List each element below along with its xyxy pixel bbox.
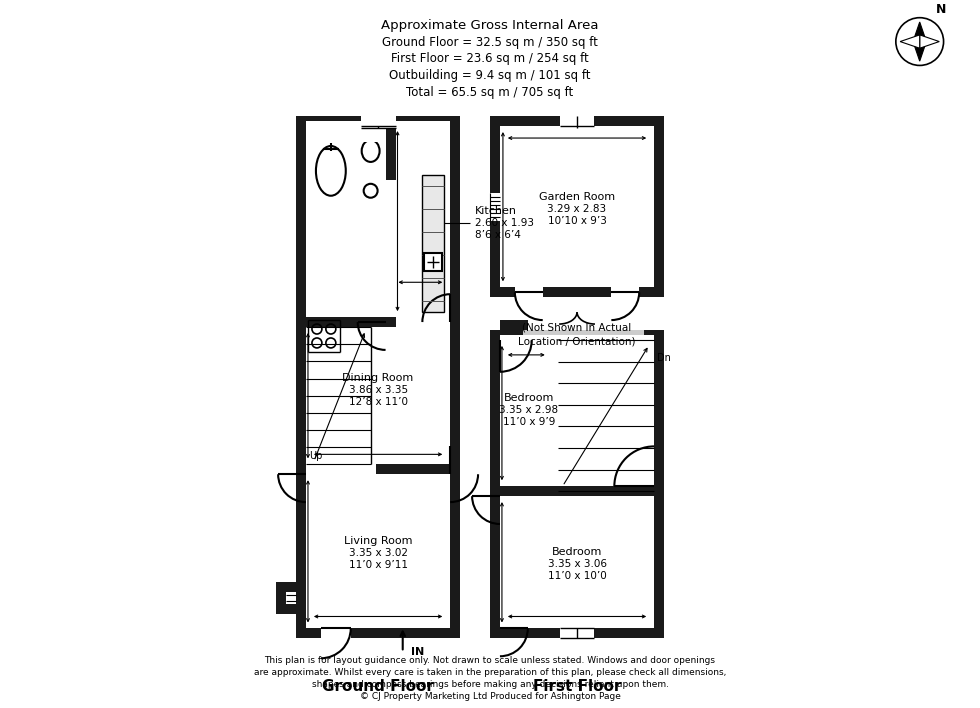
Text: 11’0 x 9’9: 11’0 x 9’9 [503, 416, 555, 426]
Text: Ground Floor: Ground Floor [322, 678, 434, 694]
Bar [361, 135, 380, 143]
Polygon shape [901, 35, 919, 48]
Ellipse shape [362, 140, 379, 162]
Bar [375, 464, 461, 474]
Bar [500, 496, 654, 629]
Bar [514, 285, 543, 299]
Bar [490, 287, 664, 297]
Bar [500, 320, 517, 330]
Text: First Floor = 23.6 sq m / 254 sq ft: First Floor = 23.6 sq m / 254 sq ft [391, 52, 589, 66]
Text: Up: Up [309, 451, 322, 462]
Bar [385, 317, 396, 327]
Bar [553, 486, 660, 496]
Bar [276, 582, 286, 614]
Bar [306, 474, 450, 629]
Bar [296, 116, 306, 639]
Bar [490, 330, 500, 639]
Bar [490, 116, 664, 126]
Bar [296, 116, 461, 126]
Bar [361, 114, 396, 128]
Text: Dining Room: Dining Room [342, 373, 414, 383]
Bar [396, 121, 450, 317]
Text: N: N [935, 3, 946, 16]
Text: (Not Shown In Actual
Location / Orientation): (Not Shown In Actual Location / Orientat… [518, 323, 636, 347]
Polygon shape [913, 42, 926, 61]
Bar [296, 317, 391, 327]
Text: Living Room: Living Room [344, 536, 413, 546]
Bar [490, 116, 500, 297]
Text: shapes and compass bearings before making any decisions reliant upon them.: shapes and compass bearings before makin… [312, 680, 668, 689]
Bar [276, 603, 306, 614]
Ellipse shape [316, 146, 346, 195]
Bar [286, 592, 296, 603]
Text: 2.60 x 1.93: 2.60 x 1.93 [475, 218, 534, 228]
Text: 11’0 x 10’0: 11’0 x 10’0 [548, 571, 607, 581]
Bar [422, 175, 444, 312]
Bar [500, 335, 553, 486]
Text: IN: IN [411, 647, 424, 657]
Bar [500, 126, 654, 287]
Text: 3.35 x 3.06: 3.35 x 3.06 [548, 559, 607, 569]
Bar [424, 253, 442, 271]
Text: Bedroom: Bedroom [504, 393, 554, 403]
Bar [500, 320, 528, 330]
Text: 3.86 x 3.35: 3.86 x 3.35 [349, 384, 408, 394]
Text: This plan is for layout guidance only. Not drawn to scale unless stated. Windows: This plan is for layout guidance only. N… [265, 656, 715, 666]
Bar [560, 627, 595, 640]
Bar [500, 335, 654, 486]
Bar [488, 193, 502, 221]
Bar [385, 116, 396, 322]
Text: 3.29 x 2.83: 3.29 x 2.83 [548, 204, 607, 214]
Ellipse shape [364, 184, 377, 198]
Text: Garden Room: Garden Room [539, 192, 615, 202]
Text: Total = 65.5 sq m / 705 sq ft: Total = 65.5 sq m / 705 sq ft [407, 86, 573, 99]
Bar [490, 486, 558, 496]
Polygon shape [919, 35, 939, 48]
Bar [490, 629, 664, 639]
Bar [654, 330, 664, 639]
Text: Outbuilding = 9.4 sq m / 101 sq ft: Outbuilding = 9.4 sq m / 101 sq ft [389, 69, 591, 82]
Bar [306, 180, 450, 317]
Text: are approximate. Whilst every care is taken in the preparation of this plan, ple: are approximate. Whilst every care is ta… [254, 668, 726, 678]
Bar [553, 340, 563, 496]
Polygon shape [913, 22, 926, 42]
Text: Dn: Dn [658, 353, 671, 363]
Text: 3.35 x 3.02: 3.35 x 3.02 [349, 548, 408, 558]
Bar [654, 116, 664, 297]
Text: © CJ Property Marketing Ltd Produced for Ashington Page: © CJ Property Marketing Ltd Produced for… [360, 692, 620, 701]
Bar [306, 121, 385, 317]
Text: Bedroom: Bedroom [552, 547, 603, 556]
Bar [362, 136, 379, 142]
Text: 11’0 x 9’11: 11’0 x 9’11 [349, 560, 408, 570]
Text: First Floor: First Floor [533, 678, 621, 694]
Bar [296, 629, 461, 639]
Text: 12’8 x 11’0: 12’8 x 11’0 [349, 396, 408, 406]
Text: Approximate Gross Internal Area: Approximate Gross Internal Area [381, 18, 599, 32]
Bar [490, 330, 664, 340]
Bar [450, 116, 461, 639]
Text: Kitchen: Kitchen [475, 206, 517, 216]
Text: 10’10 x 9’3: 10’10 x 9’3 [548, 216, 607, 226]
Bar [320, 627, 351, 640]
Bar [612, 285, 639, 299]
Text: Ground Floor = 32.5 sq m / 350 sq ft: Ground Floor = 32.5 sq m / 350 sq ft [382, 35, 598, 49]
Text: 8’6 x 6’4: 8’6 x 6’4 [475, 230, 521, 240]
Bar [522, 330, 644, 340]
Bar [553, 486, 563, 496]
Text: 3.35 x 2.98: 3.35 x 2.98 [499, 404, 559, 415]
Bar [276, 582, 306, 592]
Bar [560, 114, 595, 128]
